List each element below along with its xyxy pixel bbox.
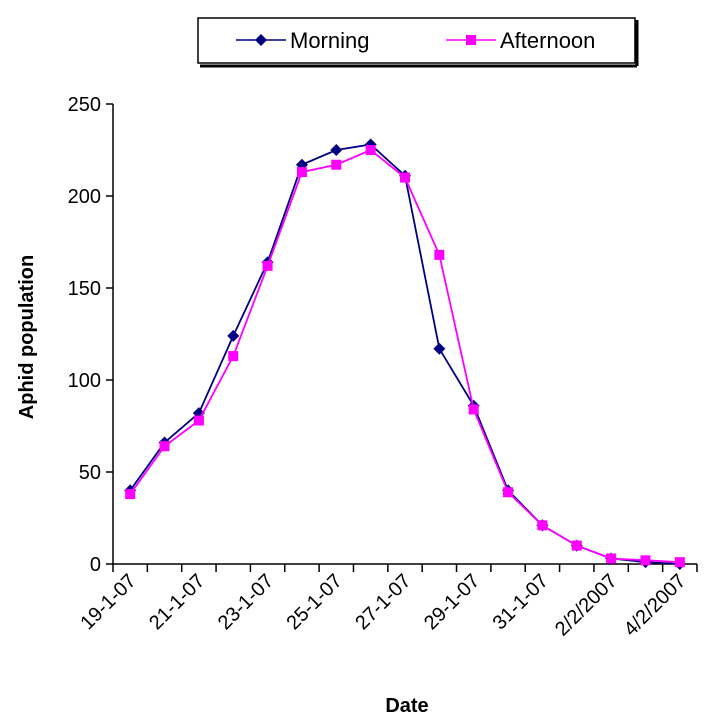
y-axis-title: Aphid population <box>16 255 38 419</box>
legend-afternoon-marker <box>466 35 476 45</box>
legend: Morning Afternoon <box>197 17 639 68</box>
data-point <box>640 555 651 566</box>
data-point <box>193 415 204 426</box>
y-tick-label: 100 <box>68 370 101 392</box>
x-tick-label: 23-1-07 <box>214 570 278 634</box>
y-tick-label: 0 <box>90 554 101 576</box>
series-line-afternoon <box>129 148 680 564</box>
x-tick-label: 29-1-07 <box>420 570 484 634</box>
data-point <box>330 144 343 156</box>
legend-morning-marker <box>255 34 267 46</box>
y-tick-label: 200 <box>68 186 101 208</box>
series-layer <box>124 138 686 570</box>
x-tick-label: 2/2/2007 <box>551 570 622 641</box>
series-morning <box>124 138 686 570</box>
x-tick-label: 19-1-07 <box>76 570 140 634</box>
data-point <box>331 159 342 170</box>
data-point <box>674 557 685 568</box>
y-axis: 0 50 100 150 200 250 <box>68 94 114 576</box>
data-point <box>159 441 170 452</box>
series-afternoon <box>125 145 685 568</box>
data-point <box>606 553 617 564</box>
data-point <box>296 167 307 178</box>
y-tick-label: 50 <box>79 462 101 484</box>
data-point <box>262 260 273 271</box>
legend-morning-label: Morning <box>290 28 369 53</box>
series-line-morning <box>129 143 680 565</box>
data-point <box>400 172 410 183</box>
data-point <box>571 540 582 551</box>
y-tick-label: 250 <box>68 94 101 116</box>
data-point <box>125 489 136 500</box>
x-axis: 19-1-07 21-1-07 23-1-07 25-1-07 27-1-07 29-1-… <box>76 563 698 641</box>
legend-afternoon-label: Afternoon <box>500 28 595 53</box>
data-point <box>365 145 376 155</box>
data-point <box>434 249 445 260</box>
data-point <box>468 404 479 415</box>
data-point <box>537 520 548 531</box>
data-point <box>228 351 239 362</box>
y-tick-label: 150 <box>68 278 101 300</box>
x-tick-label: 21-1-07 <box>145 570 209 634</box>
x-tick-label: 4/2/2007 <box>620 570 691 641</box>
data-point <box>433 342 446 355</box>
data-point <box>503 487 514 498</box>
data-point <box>227 329 240 342</box>
x-tick-label: 31-1-07 <box>489 570 553 634</box>
x-tick-label: 25-1-07 <box>283 570 347 634</box>
x-tick-label: 27-1-07 <box>351 570 415 634</box>
x-axis-title: Date <box>385 695 428 717</box>
